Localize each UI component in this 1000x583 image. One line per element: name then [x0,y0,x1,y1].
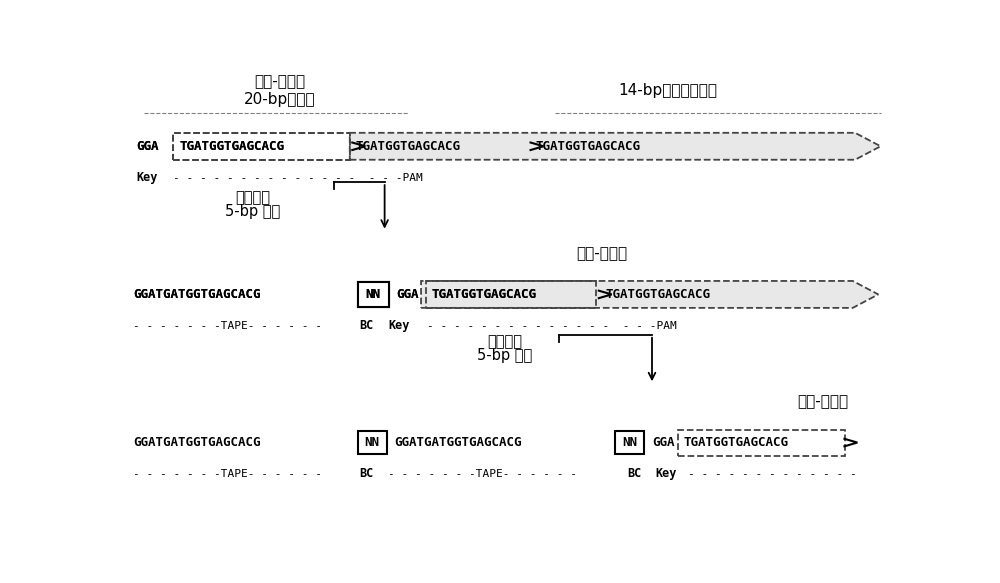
Text: TGATGGTGAGCACG: TGATGGTGAGCACG [606,288,710,301]
Text: NN: NN [365,436,380,449]
Bar [173,133,350,160]
Bar [426,281,596,308]
Bar [615,431,644,455]
Text: NN: NN [366,288,380,301]
Text: GGA: GGA [137,140,159,153]
Text: NN: NN [366,288,380,301]
Bar [426,281,596,308]
Text: GGATGATGGTGAGCACG: GGATGATGGTGAGCACG [133,436,260,449]
Text: GGATGATGGTGAGCACG: GGATGATGGTGAGCACG [133,288,260,301]
Text: 打字-引导物: 打字-引导物 [576,247,627,262]
Text: Key: Key [388,319,410,332]
Bar [173,133,350,160]
Text: GGA: GGA [396,288,419,301]
Text: TGATGGTGAGCACG: TGATGGTGAGCACG [179,140,284,153]
Text: Key: Key [137,171,158,184]
Text: - - - - - - - - - - - - - -  - - -PAM: - - - - - - - - - - - - - - - - -PAM [427,321,677,331]
Text: GGA: GGA [652,436,674,449]
Text: 打字-引导物: 打字-引导物 [254,73,306,89]
Bar [358,431,387,455]
Text: BC: BC [359,468,373,480]
Text: TGATGGTGAGCACG: TGATGGTGAGCACG [431,288,536,301]
Polygon shape [350,133,881,160]
Polygon shape [421,281,878,308]
Text: 14-bp单体重复序列: 14-bp单体重复序列 [618,83,717,98]
Text: Key: Key [656,468,677,480]
Bar [358,282,388,307]
Text: TGATGGTGAGCACG: TGATGGTGAGCACG [431,288,536,301]
Text: TGATGGTGAGCACG: TGATGGTGAGCACG [684,436,789,449]
Text: - - - - - - -TAPE- - - - - -: - - - - - - -TAPE- - - - - - [133,321,322,331]
Text: TGATGGTGAGCACG: TGATGGTGAGCACG [536,140,641,153]
Text: GGA: GGA [396,288,419,301]
Text: BC: BC [359,319,373,332]
Text: TGATGGTGAGCACG: TGATGGTGAGCACG [356,140,461,153]
Text: 先导编辑: 先导编辑 [235,191,270,205]
Text: - - - - - - - - - - - - -: - - - - - - - - - - - - - [688,469,856,479]
Text: NN: NN [622,436,637,449]
Text: 20-bp间隔区: 20-bp间隔区 [244,92,316,107]
Bar [358,282,388,307]
Text: GGATGATGGTGAGCACG: GGATGATGGTGAGCACG [395,436,522,449]
Text: - - - - - - -TAPE- - - - - -: - - - - - - -TAPE- - - - - - [388,469,578,479]
Text: BC: BC [627,468,641,480]
Text: 打字-引导物: 打字-引导物 [797,395,848,410]
Text: 5-bp 插入: 5-bp 插入 [477,347,532,363]
Text: TGATGGTGAGCACG: TGATGGTGAGCACG [179,140,284,153]
Text: - - - - - - -TAPE- - - - - -: - - - - - - -TAPE- - - - - - [133,469,322,479]
Text: GGA: GGA [137,140,159,153]
Text: - - - - - - - - - - - - - -  - - -PAM: - - - - - - - - - - - - - - - - -PAM [173,173,423,182]
Text: GGATGATGGTGAGCACG: GGATGATGGTGAGCACG [133,288,260,301]
Bar [678,430,845,455]
Text: 5-bp 插入: 5-bp 插入 [225,204,280,219]
Text: 先导编辑: 先导编辑 [487,334,522,349]
